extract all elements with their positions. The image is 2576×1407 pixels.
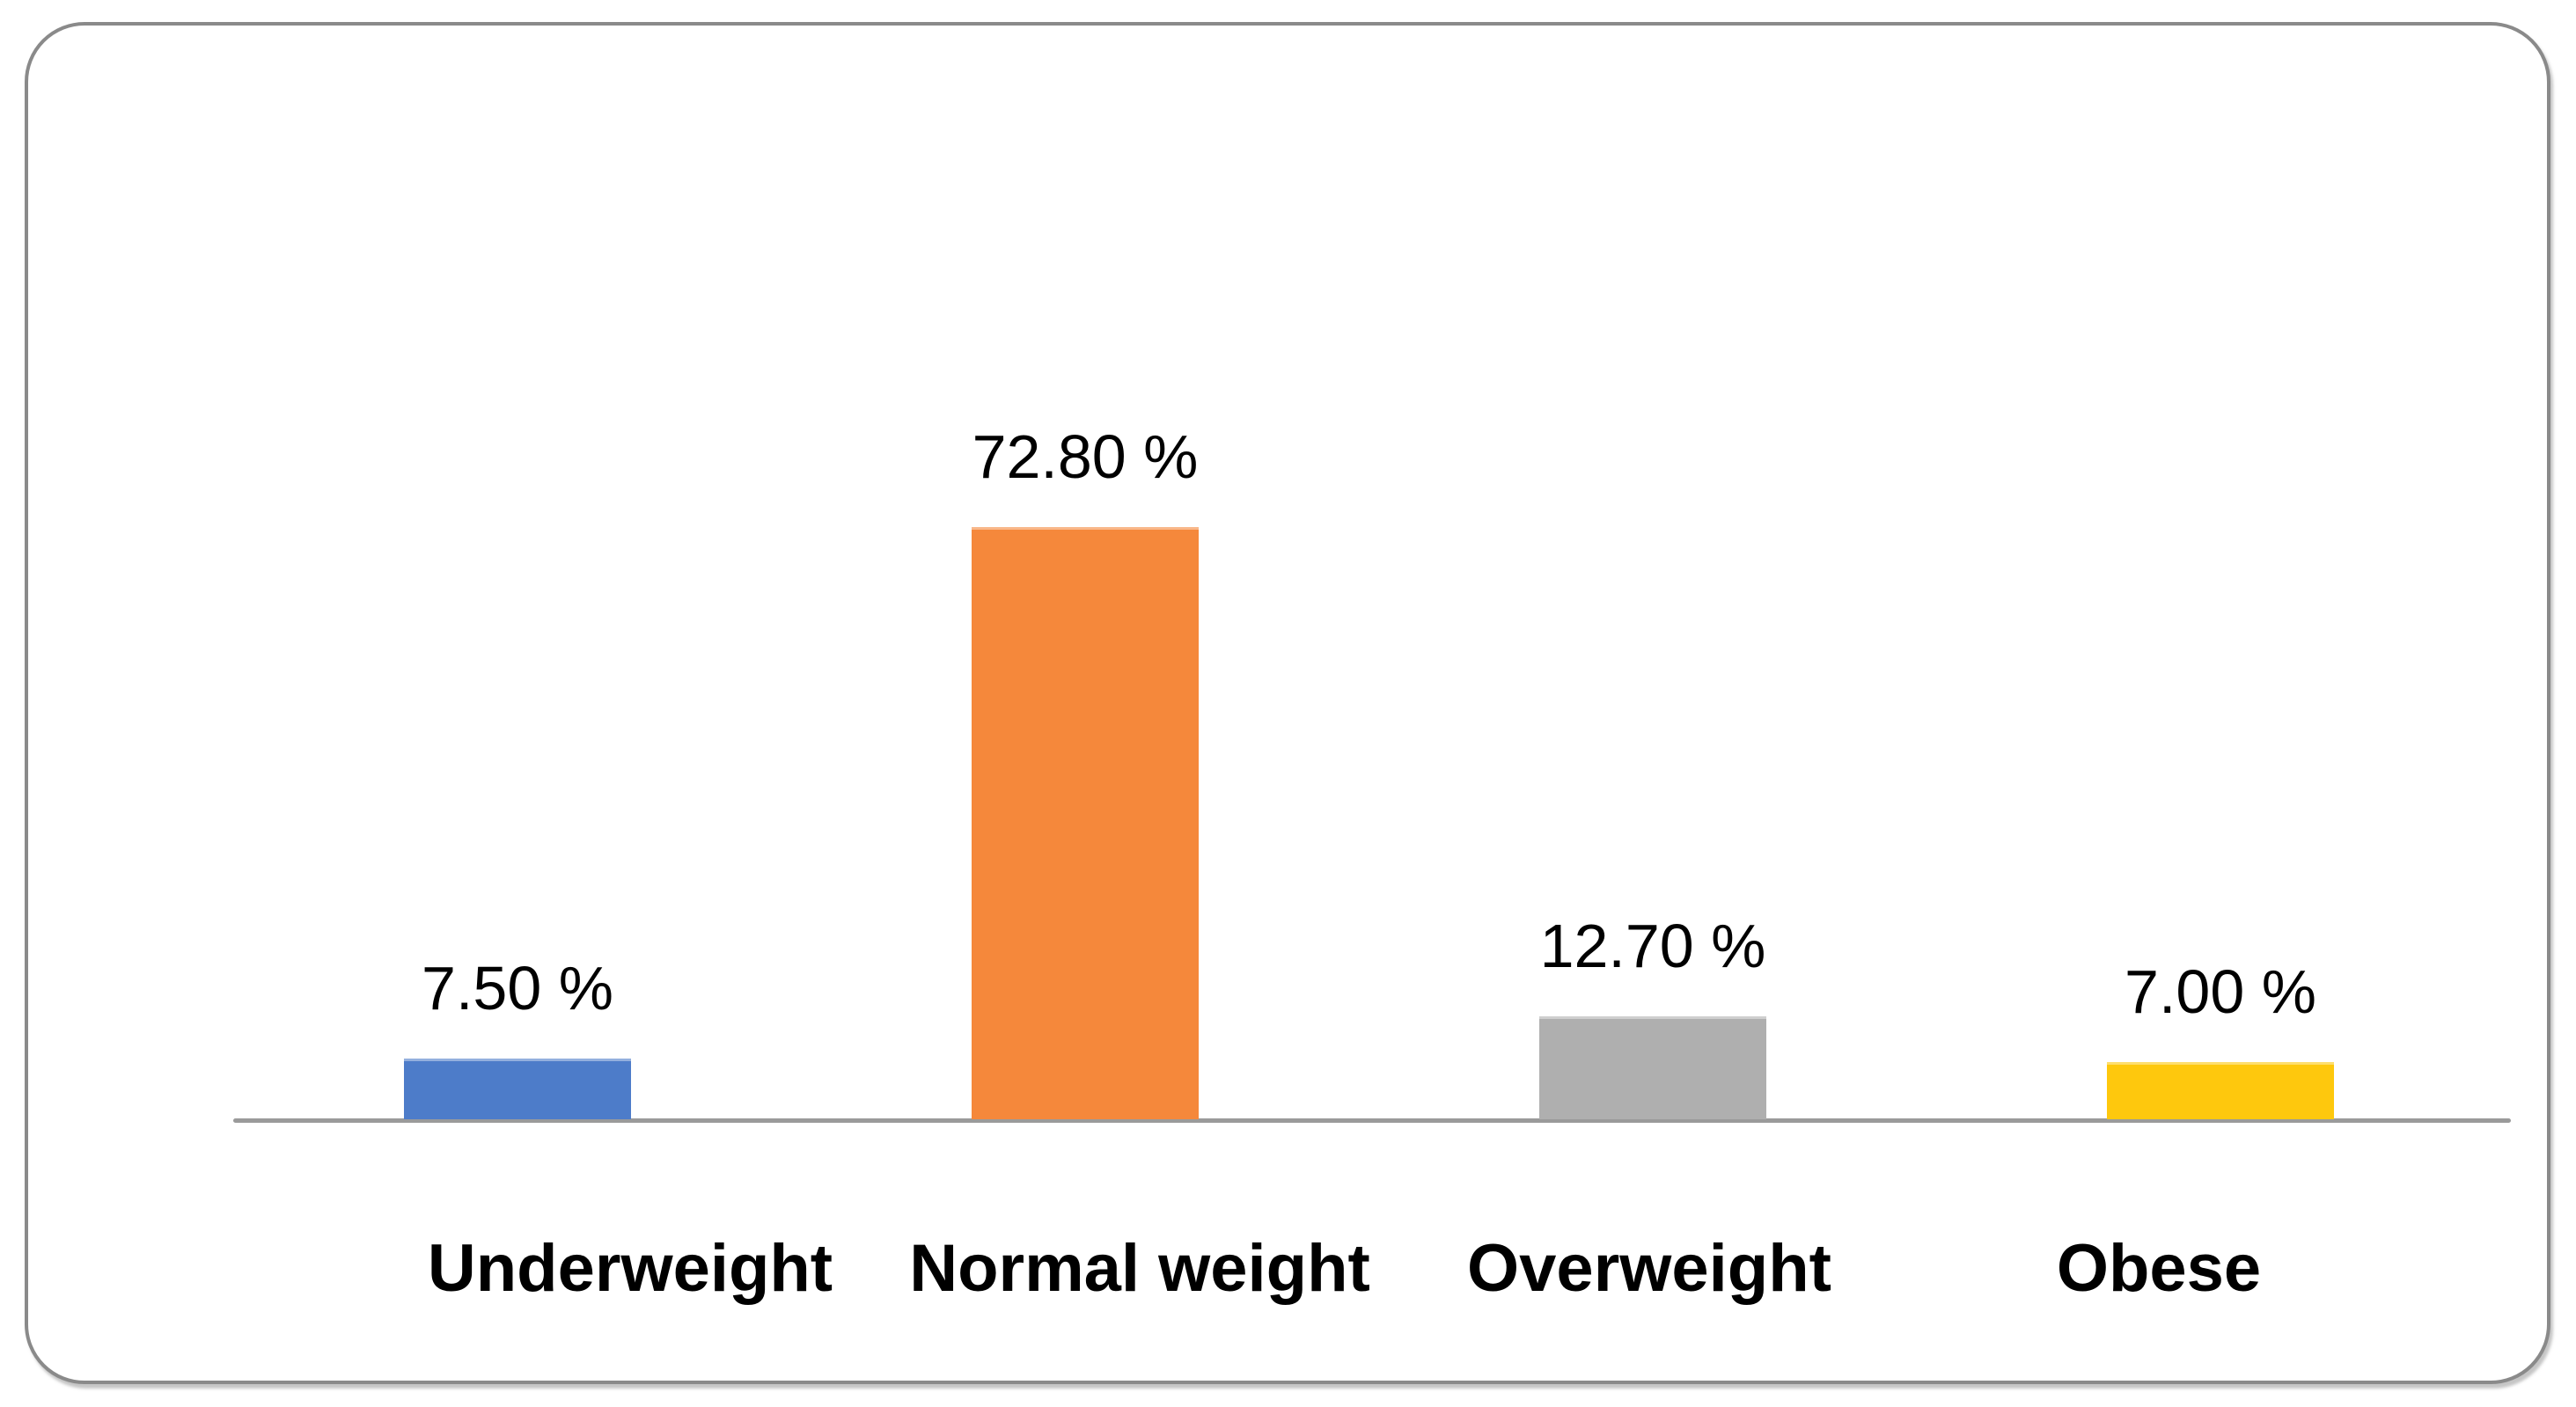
value-label-underweight: 7.50 % — [422, 954, 613, 1022]
value-label-obese: 7.00 % — [2125, 957, 2316, 1026]
figure-frame — [25, 22, 2550, 1384]
value-label-overweight: 12.70 % — [1539, 912, 1766, 980]
bar-overweight — [1539, 1016, 1766, 1119]
category-label-overweight: Overweight — [1467, 1231, 1831, 1306]
category-label-underweight: Underweight — [427, 1231, 833, 1306]
bar-obese — [2107, 1062, 2334, 1119]
x-axis-line — [233, 1118, 2511, 1123]
value-label-normal-weight: 72.80 % — [972, 422, 1199, 491]
bar-underweight — [404, 1059, 631, 1119]
category-label-obese: Obese — [2056, 1231, 2262, 1306]
bar-normal-weight — [972, 527, 1199, 1119]
category-label-normal-weight: Normal weight — [909, 1231, 1370, 1306]
